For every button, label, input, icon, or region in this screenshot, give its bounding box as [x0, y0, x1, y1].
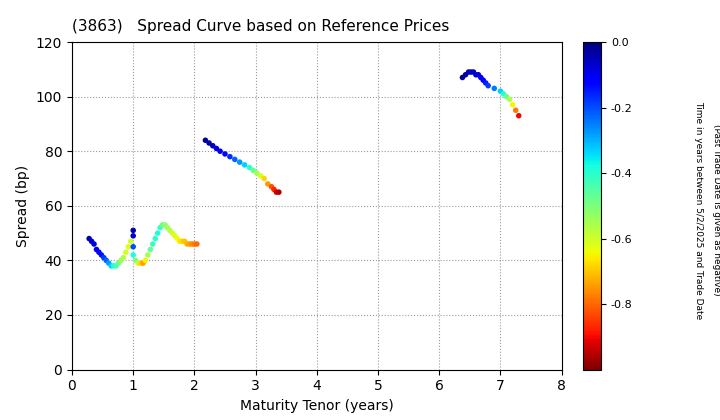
Point [463, 68, 474, 76]
Point [251, 170, 263, 176]
Point [125, 238, 137, 244]
Point [154, 224, 166, 231]
Point [255, 172, 266, 179]
Point [480, 80, 492, 87]
Point [258, 175, 270, 182]
Point [470, 71, 482, 78]
Point [179, 238, 190, 244]
Point [142, 252, 153, 258]
Point [176, 238, 188, 244]
Point [482, 82, 494, 89]
Point [127, 252, 139, 258]
Point [127, 232, 139, 239]
Point [504, 96, 516, 103]
Point [174, 238, 186, 244]
Point [98, 254, 109, 261]
Point [465, 68, 477, 76]
Text: Time in years between 5/2/2025 and Trade Date: Time in years between 5/2/2025 and Trade… [694, 101, 703, 319]
Point [93, 249, 104, 255]
Point [468, 68, 480, 76]
Point [115, 257, 127, 264]
Point [203, 139, 215, 146]
Point [132, 260, 144, 266]
Point [513, 112, 524, 119]
Point [477, 77, 489, 84]
Point [166, 230, 178, 236]
Point [127, 243, 139, 250]
Point [84, 235, 95, 242]
Point [108, 262, 120, 269]
Point [159, 222, 171, 228]
Point [498, 90, 509, 97]
Point [105, 262, 117, 269]
Point [211, 145, 222, 152]
Point [145, 246, 156, 253]
Point [110, 262, 122, 269]
Point [164, 227, 176, 234]
Point [120, 249, 132, 255]
Point [239, 161, 251, 168]
Point [181, 241, 193, 247]
Point [224, 153, 235, 160]
Point [91, 246, 102, 253]
Point [122, 243, 134, 250]
Point [147, 241, 158, 247]
Point [460, 71, 472, 78]
Point [475, 74, 487, 81]
Point [96, 252, 107, 258]
Text: (Past Trade Date is given as negative): (Past Trade Date is given as negative) [712, 124, 720, 296]
Point [169, 232, 181, 239]
Text: (3863)   Spread Curve based on Reference Prices: (3863) Spread Curve based on Reference P… [72, 19, 449, 34]
Point [150, 235, 161, 242]
Point [199, 137, 211, 144]
Point [89, 241, 100, 247]
Point [162, 224, 174, 231]
Point [101, 257, 112, 264]
Point [189, 241, 200, 247]
Point [130, 257, 141, 264]
Point [127, 227, 139, 234]
Point [489, 85, 500, 92]
Y-axis label: Spread (bp): Spread (bp) [17, 165, 30, 247]
Point [243, 164, 255, 171]
Point [171, 235, 183, 242]
Point [234, 159, 246, 165]
Point [140, 257, 151, 264]
Point [152, 230, 163, 236]
Point [138, 260, 149, 266]
Point [495, 88, 506, 94]
Point [207, 142, 219, 149]
Point [266, 183, 277, 190]
Point [86, 238, 97, 244]
Point [186, 241, 198, 247]
Point [219, 150, 230, 157]
Point [215, 148, 226, 155]
Point [269, 186, 280, 193]
Point [507, 101, 518, 108]
Point [262, 181, 274, 187]
Point [273, 189, 284, 196]
Point [271, 189, 282, 196]
Point [117, 254, 129, 261]
Point [184, 241, 195, 247]
Point [248, 167, 259, 174]
Point [113, 260, 125, 266]
Point [472, 71, 484, 78]
Point [501, 93, 513, 100]
Point [456, 74, 468, 81]
Point [191, 241, 202, 247]
Point [510, 107, 521, 113]
Point [229, 156, 240, 163]
Point [103, 260, 114, 266]
Point [157, 222, 168, 228]
X-axis label: Maturity Tenor (years): Maturity Tenor (years) [240, 399, 394, 413]
Point [135, 260, 146, 266]
